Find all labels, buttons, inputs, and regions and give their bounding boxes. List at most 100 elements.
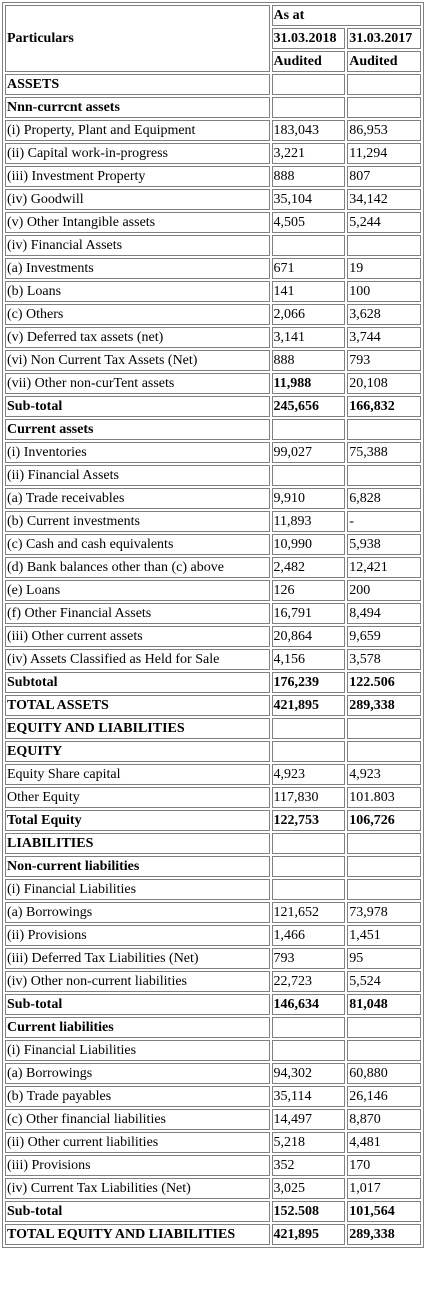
value-2018: 3,141 bbox=[271, 327, 346, 348]
table-row: (ii) Other current liabilities 5,218 4,481 bbox=[5, 1132, 421, 1153]
value-2017: 289,338 bbox=[347, 1224, 421, 1245]
value-2017: 9,659 bbox=[347, 626, 421, 647]
value-2017 bbox=[347, 465, 421, 486]
value-2017: 106,726 bbox=[347, 810, 421, 831]
value-2018: 121,652 bbox=[271, 902, 346, 923]
value-2018: 146,634 bbox=[271, 994, 346, 1015]
value-2017: 5,938 bbox=[347, 534, 421, 555]
table-row: (iii) Investment Property 888 807 bbox=[5, 166, 421, 187]
value-2017: 1,451 bbox=[347, 925, 421, 946]
header-particulars: Particulars bbox=[5, 5, 270, 72]
row-label: (i) Financial Liabilities bbox=[5, 879, 270, 900]
value-2017: 200 bbox=[347, 580, 421, 601]
value-2017: 5,244 bbox=[347, 212, 421, 233]
value-2017 bbox=[347, 1040, 421, 1061]
row-label: (iii) Other current assets bbox=[5, 626, 270, 647]
row-label: (a) Investments bbox=[5, 258, 270, 279]
value-2018: 888 bbox=[271, 350, 346, 371]
value-2018: 141 bbox=[271, 281, 346, 302]
row-label: Sub-total bbox=[5, 1201, 270, 1222]
value-2017 bbox=[347, 97, 421, 118]
value-2017: 8,494 bbox=[347, 603, 421, 624]
table-row: (ii) Capital work-in-progress 3,221 11,294 bbox=[5, 143, 421, 164]
row-label: (ii) Provisions bbox=[5, 925, 270, 946]
table-row: EQUITY AND LIABILITIES bbox=[5, 718, 421, 739]
value-2018 bbox=[271, 833, 346, 854]
table-row: (ii) Provisions 1,466 1,451 bbox=[5, 925, 421, 946]
table-row: (a) Investments 671 19 bbox=[5, 258, 421, 279]
header-as-at: As at bbox=[271, 5, 421, 26]
table-row: (vi) Non Current Tax Assets (Net) 888 793 bbox=[5, 350, 421, 371]
row-label: (iv) Goodwill bbox=[5, 189, 270, 210]
table-row: LIABILITIES bbox=[5, 833, 421, 854]
table-row: (iii) Provisions 352 170 bbox=[5, 1155, 421, 1176]
value-2017: 6,828 bbox=[347, 488, 421, 509]
value-2017: 81,048 bbox=[347, 994, 421, 1015]
row-label: (c) Other financial liabilities bbox=[5, 1109, 270, 1130]
table-row: (i) Financial Liabilities bbox=[5, 879, 421, 900]
row-label: (vi) Non Current Tax Assets (Net) bbox=[5, 350, 270, 371]
row-label: (iii) Deferred Tax Liabilities (Net) bbox=[5, 948, 270, 969]
value-2017: 19 bbox=[347, 258, 421, 279]
value-2018 bbox=[271, 74, 346, 95]
value-2017: 4,481 bbox=[347, 1132, 421, 1153]
row-label: Current assets bbox=[5, 419, 270, 440]
value-2017 bbox=[347, 718, 421, 739]
value-2017 bbox=[347, 856, 421, 877]
row-label: (a) Trade receivables bbox=[5, 488, 270, 509]
table-row: (i) Financial Liabilities bbox=[5, 1040, 421, 1061]
value-2017 bbox=[347, 879, 421, 900]
row-label: (iv) Assets Classified as Held for Sale bbox=[5, 649, 270, 670]
header-row-3: Audited Audited bbox=[5, 51, 421, 72]
value-2017: 8,870 bbox=[347, 1109, 421, 1130]
value-2018: 20,864 bbox=[271, 626, 346, 647]
table-row: (d) Bank balances other than (c) above 2,… bbox=[5, 557, 421, 578]
table-row: Sub-total 245,656 166,832 bbox=[5, 396, 421, 417]
table-row: (ii) Financial Assets bbox=[5, 465, 421, 486]
table-row: (v) Deferred tax assets (net) 3,141 3,744 bbox=[5, 327, 421, 348]
table-row: (a) Trade receivables 9,910 6,828 bbox=[5, 488, 421, 509]
table-row: Current liabilities bbox=[5, 1017, 421, 1038]
table-body: Particulars As at 31.03.2018 31.03.2017 … bbox=[5, 5, 421, 1245]
row-label: Equity Share capital bbox=[5, 764, 270, 785]
row-label: (b) Current investments bbox=[5, 511, 270, 532]
table-row: (c) Other financial liabilities 14,497 8,8… bbox=[5, 1109, 421, 1130]
value-2018 bbox=[271, 235, 346, 256]
row-label: TOTAL EQUITY AND LIABILITIES bbox=[5, 1224, 270, 1245]
row-label: (iv) Other non-current liabilities bbox=[5, 971, 270, 992]
value-2018 bbox=[271, 97, 346, 118]
table-row: (iii) Other current assets 20,864 9,659 bbox=[5, 626, 421, 647]
row-label: (i) Financial Liabilities bbox=[5, 1040, 270, 1061]
value-2017: 101.803 bbox=[347, 787, 421, 808]
table-row: Total Equity 122,753 106,726 bbox=[5, 810, 421, 831]
header-row-2: 31.03.2018 31.03.2017 bbox=[5, 28, 421, 49]
value-2017: 4,923 bbox=[347, 764, 421, 785]
value-2018: 9,910 bbox=[271, 488, 346, 509]
table-row: (i) Property, Plant and Equipment 183,043… bbox=[5, 120, 421, 141]
table-row: Subtotal 176,239 122.506 bbox=[5, 672, 421, 693]
value-2018: 183,043 bbox=[271, 120, 346, 141]
row-label: (iv) Financial Assets bbox=[5, 235, 270, 256]
value-2017 bbox=[347, 74, 421, 95]
value-2018: 4,923 bbox=[271, 764, 346, 785]
value-2017 bbox=[347, 741, 421, 762]
row-label: (f) Other Financial Assets bbox=[5, 603, 270, 624]
value-2017: 34,142 bbox=[347, 189, 421, 210]
row-label: (b) Loans bbox=[5, 281, 270, 302]
value-2017: 1,017 bbox=[347, 1178, 421, 1199]
value-2017: 12,421 bbox=[347, 557, 421, 578]
value-2018: 122,753 bbox=[271, 810, 346, 831]
value-2017: 95 bbox=[347, 948, 421, 969]
table-row: (vii) Other non-curTent assets 11,988 20,1… bbox=[5, 373, 421, 394]
row-label: (a) Borrowings bbox=[5, 902, 270, 923]
table-row: (c) Others 2,066 3,628 bbox=[5, 304, 421, 325]
table-row: ASSETS bbox=[5, 74, 421, 95]
value-2018 bbox=[271, 856, 346, 877]
row-label: (ii) Other current liabilities bbox=[5, 1132, 270, 1153]
value-2017: 122.506 bbox=[347, 672, 421, 693]
row-label: Non-current liabilities bbox=[5, 856, 270, 877]
value-2017: 73,978 bbox=[347, 902, 421, 923]
table-row: (i) Inventories 99,027 75,388 bbox=[5, 442, 421, 463]
value-2018: 5,218 bbox=[271, 1132, 346, 1153]
table-row: Other Equity 117,830 101.803 bbox=[5, 787, 421, 808]
